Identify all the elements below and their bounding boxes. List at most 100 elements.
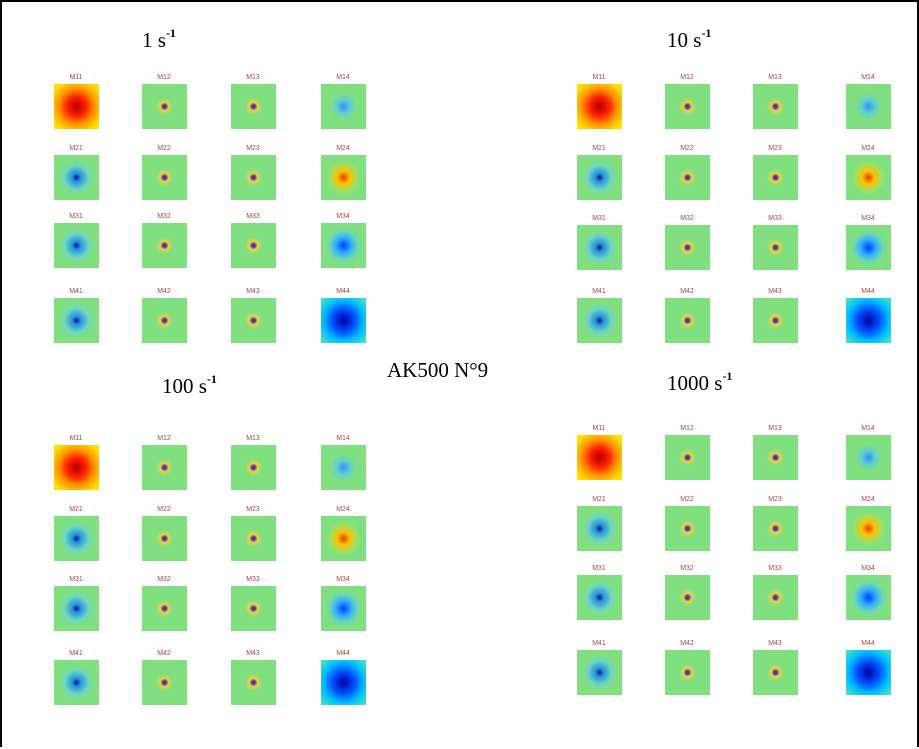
element-label: M23 — [246, 506, 260, 513]
element-image — [231, 84, 276, 129]
element-image — [577, 575, 622, 620]
element-image — [321, 155, 366, 200]
title-text: 10 s — [667, 28, 702, 52]
element-label: M41 — [69, 288, 83, 295]
element-label: M41 — [592, 288, 606, 295]
element-image — [665, 155, 710, 200]
element-image — [142, 84, 187, 129]
element-image — [142, 516, 187, 561]
element-label: M11 — [69, 435, 83, 442]
element-label: M31 — [592, 565, 606, 572]
element-image — [54, 586, 99, 631]
element-label: M42 — [680, 288, 694, 295]
element-label: M24 — [336, 145, 350, 152]
title-text: 1 s — [142, 28, 166, 52]
element-image — [54, 84, 99, 129]
element-image — [321, 223, 366, 268]
element-label: M11 — [592, 425, 606, 432]
element-image — [231, 660, 276, 705]
element-image — [753, 506, 798, 551]
element-image — [231, 586, 276, 631]
element-label: M33 — [246, 576, 260, 583]
element-label: M31 — [592, 215, 606, 222]
element-label: M24 — [861, 145, 875, 152]
element-label: M42 — [680, 640, 694, 647]
element-label: M22 — [157, 506, 171, 513]
element-image — [577, 435, 622, 480]
element-label: M13 — [768, 425, 782, 432]
title-superscript: -1 — [206, 372, 217, 386]
element-label: M12 — [157, 74, 171, 81]
element-label: M34 — [861, 215, 875, 222]
element-label: M43 — [768, 640, 782, 647]
element-image — [142, 660, 187, 705]
element-image — [54, 155, 99, 200]
element-image — [846, 435, 891, 480]
element-label: M42 — [157, 288, 171, 295]
element-label: M13 — [768, 74, 782, 81]
element-label: M31 — [69, 576, 83, 583]
element-label: M32 — [157, 576, 171, 583]
element-label: M32 — [157, 213, 171, 220]
element-image — [665, 575, 710, 620]
element-label: M41 — [69, 650, 83, 657]
element-image — [321, 586, 366, 631]
element-image — [577, 155, 622, 200]
element-label: M34 — [336, 576, 350, 583]
panel-title: 1 s-1 — [142, 26, 176, 53]
element-image — [753, 84, 798, 129]
element-image — [665, 84, 710, 129]
element-image — [665, 506, 710, 551]
element-label: M44 — [336, 650, 350, 657]
element-label: M32 — [680, 215, 694, 222]
element-image — [753, 435, 798, 480]
element-label: M12 — [680, 425, 694, 432]
element-image — [142, 223, 187, 268]
element-label: M21 — [592, 496, 606, 503]
element-image — [846, 225, 891, 270]
center-label: AK500 N°9 — [387, 358, 489, 382]
title-text: 1000 s — [667, 371, 723, 395]
element-image — [577, 298, 622, 343]
element-label: M44 — [336, 288, 350, 295]
element-label: M44 — [861, 288, 875, 295]
element-label: M21 — [69, 506, 83, 513]
element-label: M13 — [246, 74, 260, 81]
title-superscript: -1 — [701, 26, 712, 40]
element-image — [231, 298, 276, 343]
element-image — [846, 155, 891, 200]
element-label: M14 — [336, 435, 350, 442]
element-image — [846, 298, 891, 343]
element-label: M21 — [592, 145, 606, 152]
element-label: M14 — [861, 425, 875, 432]
element-image — [665, 650, 710, 695]
element-label: M22 — [680, 145, 694, 152]
element-image — [54, 516, 99, 561]
element-image — [577, 84, 622, 129]
element-label: M24 — [336, 506, 350, 513]
element-image — [753, 650, 798, 695]
element-image — [665, 298, 710, 343]
element-label: M33 — [768, 215, 782, 222]
element-label: M14 — [336, 74, 350, 81]
element-label: M34 — [336, 213, 350, 220]
panel-title: 10 s-1 — [667, 26, 712, 53]
element-label: M42 — [157, 650, 171, 657]
element-image — [54, 660, 99, 705]
element-image — [846, 650, 891, 695]
element-label: M12 — [680, 74, 694, 81]
element-label: M44 — [861, 640, 875, 647]
element-image — [142, 586, 187, 631]
element-label: M22 — [157, 145, 171, 152]
element-image — [846, 506, 891, 551]
element-image — [846, 575, 891, 620]
element-label: M43 — [246, 650, 260, 657]
element-image — [846, 84, 891, 129]
element-image — [577, 225, 622, 270]
element-image — [753, 575, 798, 620]
title-text: 100 s — [162, 374, 207, 398]
element-image — [321, 660, 366, 705]
element-label: M31 — [69, 213, 83, 220]
panel-title: 100 s-1 — [162, 372, 217, 399]
